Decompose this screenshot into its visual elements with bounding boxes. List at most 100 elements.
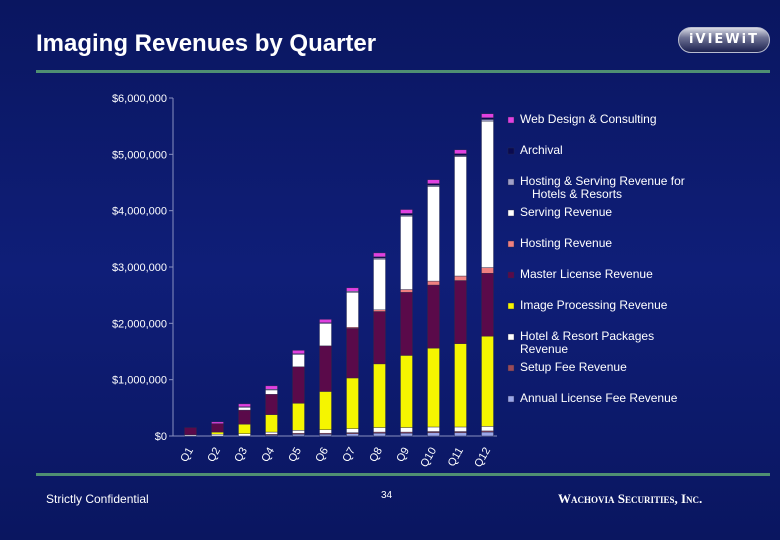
x-tick-label: Q5: [286, 446, 304, 465]
bar-segment: [427, 183, 440, 186]
x-tick-label: Q3: [232, 446, 250, 465]
confidentiality-note: Strictly Confidential: [46, 492, 149, 506]
bar-segment: [481, 431, 494, 437]
bar-segment: [292, 354, 305, 367]
legend-item: Hotel & Resort Packages Revenue: [507, 329, 654, 356]
bar-segment: [481, 336, 494, 427]
bar-stack-q3: [238, 403, 251, 437]
bar-segment: [400, 355, 413, 428]
header-divider: [36, 70, 770, 73]
stacked-bar-chart: $0 $1,000,000 $2,000,000 $3,000,000 $4,000,0…: [112, 93, 685, 470]
y-tick-label: $1,000,000: [112, 375, 167, 387]
y-axis: $0 $1,000,000 $2,000,000 $3,000,000 $4,000,0…: [112, 93, 173, 443]
bar-segment: [292, 366, 305, 404]
legend-swatch: [507, 333, 515, 341]
legend-label: Hosting Revenue: [520, 236, 612, 250]
bar-segment: [427, 179, 440, 184]
bar-segment: [319, 429, 332, 434]
legend-item: Hosting & Serving Revenue for Hotels & Re…: [507, 174, 685, 201]
bar-segment: [346, 328, 359, 379]
y-tick-label: $2,000,000: [112, 318, 167, 330]
bar-stack-q9: [400, 209, 413, 437]
bar-segment: [292, 350, 305, 354]
bar-segment: [454, 156, 467, 277]
bar-segment: [238, 433, 251, 437]
bar-segment: [427, 280, 440, 286]
legend-swatch: [507, 271, 515, 279]
bar-segment: [346, 377, 359, 429]
bar-segment: [427, 432, 440, 437]
slide-title: Imaging Revenues by Quarter: [36, 30, 377, 57]
legend-label: Serving Revenue: [520, 205, 612, 219]
x-tick-label: Q2: [205, 446, 223, 465]
company-logo: iVIEWiT: [678, 27, 770, 53]
bar-segment: [373, 252, 386, 258]
legend-swatch: [507, 302, 515, 310]
y-tick-label: $6,000,000: [112, 93, 167, 105]
chart-legend: Web Design & Consulting Archival Hosting &…: [507, 112, 685, 405]
x-tick-label: Q11: [446, 446, 466, 469]
x-tick-label: Q12: [472, 446, 493, 470]
bar-segment: [373, 258, 386, 311]
bar-segment: [481, 120, 494, 268]
bar-segment: [400, 216, 413, 290]
bar-segment: [211, 421, 224, 424]
bar-stack-q7: [346, 287, 359, 437]
legend-label: Hotel & Resort Packages Revenue: [520, 329, 654, 356]
legend-item: Serving Revenue: [507, 205, 612, 219]
legend-swatch: [507, 395, 515, 403]
bar-segment: [454, 432, 467, 437]
legend-item: Master License Revenue: [507, 267, 653, 281]
bar-segment: [265, 394, 278, 415]
x-tick-label: Q10: [418, 446, 439, 470]
bar-segment: [265, 385, 278, 390]
bar-segment: [265, 389, 278, 395]
legend-swatch: [507, 178, 515, 186]
bar-segment: [346, 292, 359, 328]
bar-stack-q5: [292, 350, 305, 437]
legend-label: Setup Fee Revenue: [520, 360, 627, 374]
bar-segment: [319, 345, 332, 392]
bar-segment: [400, 209, 413, 214]
bar-segment: [454, 275, 467, 281]
legend-swatch: [507, 364, 515, 372]
y-tick-label: $3,000,000: [112, 262, 167, 274]
bar-segment: [400, 213, 413, 216]
bar-stack-q6: [319, 319, 332, 437]
bar-segment: [211, 423, 224, 433]
bar-stack-q11: [454, 149, 467, 437]
bar-segment: [346, 433, 359, 437]
x-tick-label: Q6: [313, 446, 331, 465]
x-tick-label: Q7: [340, 446, 358, 465]
company-name: Wachovia Securities, Inc.: [558, 491, 703, 506]
bar-segment: [481, 267, 494, 274]
plot-area: [172, 98, 497, 437]
bar-segment: [238, 409, 251, 425]
x-axis: Q1 Q2 Q3 Q4 Q5 Q6 Q7 Q8 Q9 Q10 Q11 Q12: [178, 446, 493, 470]
legend-label: Image Processing Revenue: [520, 298, 668, 312]
legend-label: Master License Revenue: [520, 267, 653, 281]
legend-swatch: [507, 209, 515, 217]
legend-item: Hosting Revenue: [507, 236, 612, 250]
bar-segment: [184, 427, 197, 436]
bar-stacks: [184, 113, 494, 437]
page-number: 34: [381, 490, 393, 501]
legend-swatch: [507, 240, 515, 248]
bar-segment: [427, 426, 440, 432]
legend-swatch: [507, 147, 515, 155]
bar-segment: [454, 153, 467, 156]
bar-segment: [319, 319, 332, 323]
bar-segment: [211, 431, 224, 435]
legend-swatch: [507, 116, 515, 124]
legend-label: Archival: [520, 143, 563, 157]
legend-label: Hosting & Serving Revenue for Hotels & Re…: [520, 174, 685, 201]
legend-item: Image Processing Revenue: [507, 298, 668, 312]
bar-segment: [400, 432, 413, 437]
bar-segment: [481, 272, 494, 337]
legend-item: Annual License Fee Revenue: [507, 391, 678, 405]
bar-segment: [292, 434, 305, 437]
bar-stack-q1: [184, 427, 197, 437]
x-tick-label: Q1: [178, 446, 196, 465]
bar-segment: [481, 119, 494, 122]
bar-segment: [454, 426, 467, 432]
